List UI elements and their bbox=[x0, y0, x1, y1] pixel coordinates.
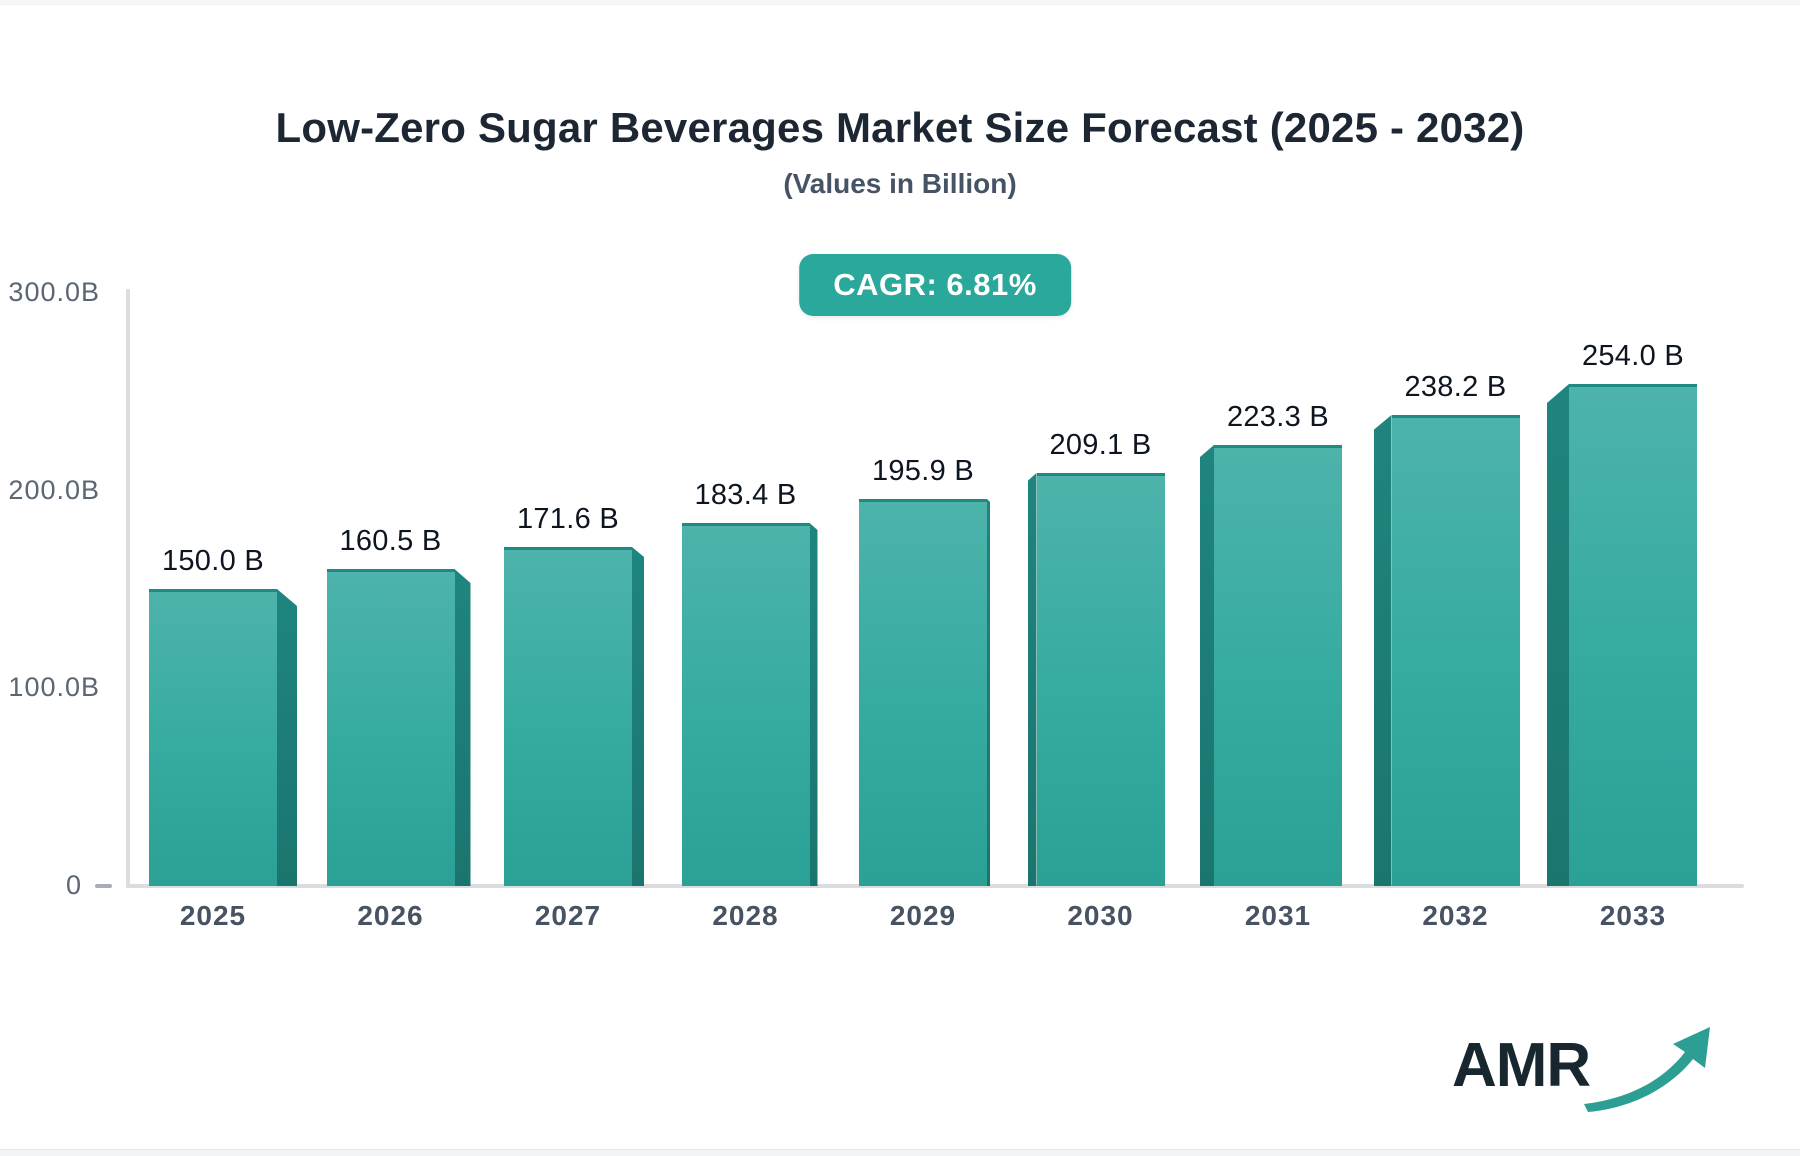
x-axis-label: 2028 bbox=[712, 900, 779, 931]
bar-value-label: 209.1 B bbox=[1049, 429, 1152, 461]
x-axis-label: 2032 bbox=[1422, 900, 1489, 931]
bar-side bbox=[809, 523, 818, 886]
zero-tick-mark bbox=[95, 884, 112, 888]
x-axis-label: 2030 bbox=[1067, 900, 1134, 931]
x-axis-label: 2031 bbox=[1244, 900, 1312, 931]
bar-value-label: 171.6 B bbox=[516, 503, 620, 535]
bar-side bbox=[1373, 415, 1392, 886]
bar bbox=[326, 569, 455, 886]
amr-logo-text: AMR bbox=[1452, 1031, 1591, 1100]
cagr-badge-label: CAGR: 6.81% bbox=[833, 267, 1037, 302]
bar-value-label: 195.9 B bbox=[871, 455, 975, 487]
x-axis-label: 2033 bbox=[1599, 900, 1667, 931]
bar-side bbox=[987, 499, 990, 886]
bar-value-label: 223.3 B bbox=[1226, 401, 1330, 433]
bar-side bbox=[1027, 473, 1037, 886]
bar-side bbox=[1200, 445, 1214, 886]
bar-value-label: 238.2 B bbox=[1404, 371, 1507, 403]
x-axis-label: 2026 bbox=[357, 900, 424, 931]
bar-value-label: 254.0 B bbox=[1581, 340, 1685, 372]
bar-side bbox=[1547, 384, 1569, 886]
chart-title: Low-Zero Sugar Beverages Market Size For… bbox=[275, 104, 1525, 151]
bar bbox=[149, 589, 277, 886]
bottom-border bbox=[0, 1149, 1800, 1156]
top-border bbox=[0, 0, 1800, 5]
cagr-badge: CAGR: 6.81% bbox=[799, 254, 1071, 316]
bar bbox=[1036, 473, 1165, 886]
bar bbox=[1214, 445, 1342, 886]
bar bbox=[859, 499, 987, 886]
bar-value-label: 183.4 B bbox=[694, 479, 797, 511]
x-axis-label: 2029 bbox=[889, 900, 957, 931]
bar bbox=[1569, 384, 1697, 886]
growth-arrow-icon bbox=[1584, 1027, 1710, 1112]
bar bbox=[681, 523, 810, 886]
y-axis-tick-label: 300.0B bbox=[8, 277, 100, 307]
bar bbox=[504, 547, 632, 886]
bar-side bbox=[632, 547, 644, 886]
x-axis-line bbox=[126, 884, 1744, 888]
bar-value-label: 150.0 B bbox=[161, 545, 265, 577]
y-axis-tick-label: 100.0B bbox=[8, 672, 100, 702]
y-axis-line bbox=[126, 289, 130, 888]
x-axis-label: 2027 bbox=[534, 900, 602, 931]
y-axis-tick-label: 0 bbox=[65, 870, 82, 900]
x-axis-label: 2025 bbox=[179, 900, 247, 931]
y-axis-tick-label: 200.0B bbox=[8, 475, 100, 505]
bar bbox=[1391, 415, 1520, 886]
bar-side bbox=[454, 569, 471, 886]
bar-value-label: 160.5 B bbox=[339, 525, 442, 557]
bar-side bbox=[277, 589, 297, 886]
amr-logo: AMR bbox=[1452, 1024, 1712, 1114]
chart-subtitle: (Values in Billion) bbox=[783, 168, 1017, 199]
